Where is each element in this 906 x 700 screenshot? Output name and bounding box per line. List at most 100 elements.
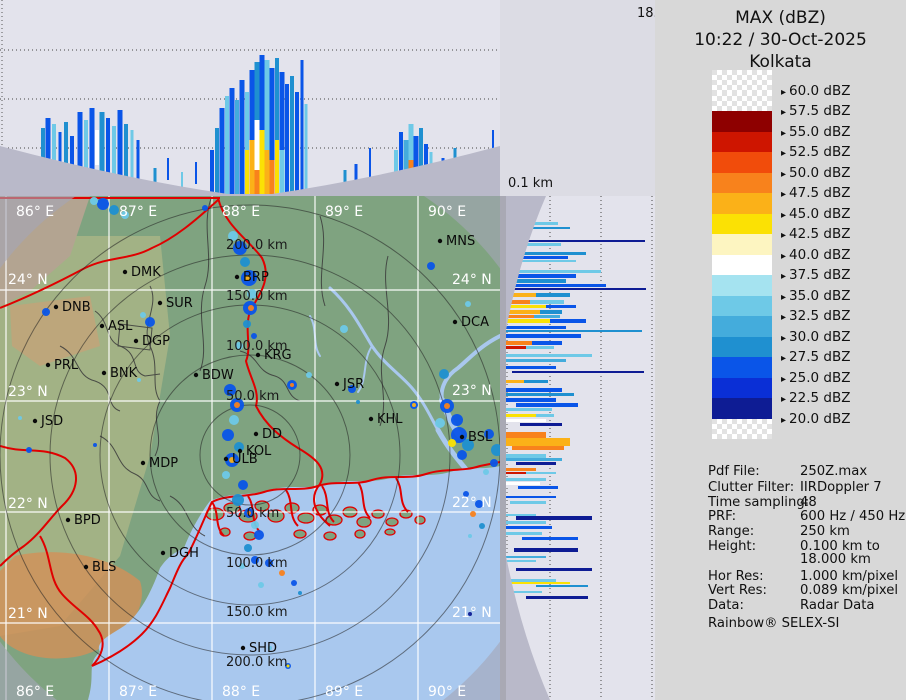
colorbar-band (712, 193, 772, 214)
svg-text:150.0 km: 150.0 km (226, 605, 288, 620)
colorbar-band (712, 316, 772, 337)
software-brand: Rainbow® SELEX-SI (708, 616, 840, 631)
info-row: Range: 250 km (708, 524, 850, 539)
reflectivity-rows (506, 222, 646, 599)
panel-divider (500, 196, 506, 700)
info-row: Clutter Filter: IIRDoppler 7 (708, 480, 882, 495)
svg-text:MNS: MNS (446, 234, 475, 249)
svg-text:89° E: 89° E (325, 684, 363, 700)
station-name: Kolkata (749, 52, 812, 72)
svg-text:PRL: PRL (54, 358, 79, 373)
info-row: Pdf File: 250Z.max (708, 464, 868, 479)
radar-map-panel[interactable]: 200.0 km 150.0 km 100.0 km 50.0 km 50.0 km 10… (0, 196, 500, 700)
svg-text:50.0 km: 50.0 km (226, 389, 279, 404)
svg-text:22° N: 22° N (452, 495, 492, 511)
dbz-scale-label: ▸ 47.5 dBZ (781, 185, 851, 201)
top-height-profile-panel[interactable] (0, 0, 500, 196)
info-row: Time sampling: 48 (708, 495, 817, 510)
dbz-scale-label: ▸ 30.0 dBZ (781, 328, 851, 345)
svg-text:KHL: KHL (377, 412, 403, 427)
info-row: PRF: 600 Hz / 450 Hz (708, 509, 906, 524)
scale-arrow-icon: ▸ (781, 230, 787, 241)
svg-text:150.0 km: 150.0 km (226, 289, 288, 304)
svg-text:21° N: 21° N (8, 606, 48, 622)
svg-text:DD: DD (262, 427, 282, 442)
scale-arrow-icon: ▸ (781, 189, 787, 200)
svg-text:KOL: KOL (246, 444, 272, 459)
svg-text:90° E: 90° E (428, 204, 466, 220)
colorbar-band (712, 398, 772, 419)
scale-arrow-icon: ▸ (781, 168, 787, 180)
scale-arrow-icon: ▸ (781, 209, 787, 221)
right-height-profile-panel[interactable] (506, 196, 655, 700)
range-ring-labels: 200.0 km 150.0 km 100.0 km 50.0 km 50.0 km 10… (226, 238, 288, 670)
svg-text:BNK: BNK (110, 366, 138, 381)
scale-arrow-icon: ▸ (781, 312, 787, 323)
dbz-scale-label: ▸ 35.0 dBZ (781, 287, 851, 304)
terrain-highland-orange (0, 552, 142, 659)
dbz-scale-label: ▸ 55.0 dBZ (781, 123, 851, 140)
svg-text:DGH: DGH (169, 546, 199, 561)
svg-text:88° E: 88° E (222, 684, 260, 700)
scale-arrow-icon: ▸ (781, 414, 787, 426)
scale-arrow-icon: ▸ (781, 107, 787, 118)
colorbar-band (712, 131, 772, 152)
state-borders (0, 197, 500, 667)
dbz-scale-label: ▸ 42.5 dBZ (781, 226, 851, 242)
svg-text:MDP: MDP (149, 456, 178, 471)
colorbar-band (712, 336, 772, 357)
svg-text:DCA: DCA (461, 315, 489, 330)
info-row: Height: 0.100 km to (708, 539, 880, 554)
product-title: MAX (dBZ) (735, 8, 826, 28)
radar-map: 200.0 km 150.0 km 100.0 km 50.0 km 50.0 km 10… (0, 196, 500, 700)
colorbar-band (712, 295, 772, 316)
latlon-labels: 86° E 86° E 87° E 87° E 88° E 88° E 89° E 89° E… (8, 204, 492, 700)
svg-text:87° E: 87° E (119, 684, 157, 700)
colorbar-band (712, 111, 772, 132)
svg-text:BRP: BRP (243, 270, 269, 285)
colorbar-band (712, 70, 772, 91)
svg-text:88° E: 88° E (222, 204, 260, 220)
svg-text:89° E: 89° E (325, 204, 363, 220)
svg-text:ASL: ASL (108, 319, 133, 334)
colorbar-band (712, 90, 772, 111)
dbz-scale-label: ▸ 37.5 dBZ (781, 267, 851, 283)
out-of-range-wedge (0, 146, 500, 196)
svg-text:BLS: BLS (92, 560, 116, 575)
height-axis-origin-label: 0.1 km (508, 176, 553, 191)
scale-arrow-icon: ▸ (781, 127, 787, 139)
svg-text:24° N: 24° N (452, 272, 492, 288)
scale-arrow-icon: ▸ (781, 353, 787, 364)
colorbar-band (712, 254, 772, 275)
scan-datetime: 10:22 / 30-Oct-2025 (694, 30, 867, 50)
scale-arrow-icon: ▸ (781, 250, 787, 262)
info-row: Hor Res: 1.000 km/pixel (708, 569, 899, 584)
svg-text:DNB: DNB (62, 300, 91, 315)
colorbar-band (712, 213, 772, 234)
svg-text:200.0 km: 200.0 km (226, 655, 288, 670)
radar-echoes (18, 197, 500, 669)
legend-panel: MAX (dBZ) 10:22 / 30-Oct-2025 Kolkata ▸ 6… (655, 0, 906, 700)
right-profile-plot (506, 196, 653, 700)
terrain-hills (10, 296, 100, 366)
svg-text:23° N: 23° N (452, 383, 492, 399)
city-markers: MNS DMK BRP SUR DNB ASL DGP PRL BNK BDW KRG JSD DD KO… (32, 234, 493, 656)
scale-arrow-icon: ▸ (781, 271, 787, 282)
dbz-scale-label: ▸ 45.0 dBZ (781, 205, 851, 222)
colorbar-band (712, 172, 772, 193)
svg-text:24° N: 24° N (8, 272, 48, 288)
scale-arrow-icon: ▸ (781, 394, 787, 405)
scale-arrow-icon: ▸ (781, 86, 787, 98)
svg-text:KRG: KRG (264, 348, 292, 363)
dbz-scale-label: ▸ 20.0 dBZ (781, 410, 851, 427)
colorbar-band (712, 152, 772, 173)
colorbar-band (712, 234, 772, 255)
svg-text:DGP: DGP (142, 334, 170, 349)
top-profile-plot (0, 0, 500, 196)
scale-arrow-icon: ▸ (781, 291, 787, 303)
scale-arrow-icon: ▸ (781, 148, 787, 159)
dbz-colorbar (712, 70, 772, 439)
svg-text:BPD: BPD (74, 513, 101, 528)
info-row: Data: Radar Data (708, 598, 875, 613)
